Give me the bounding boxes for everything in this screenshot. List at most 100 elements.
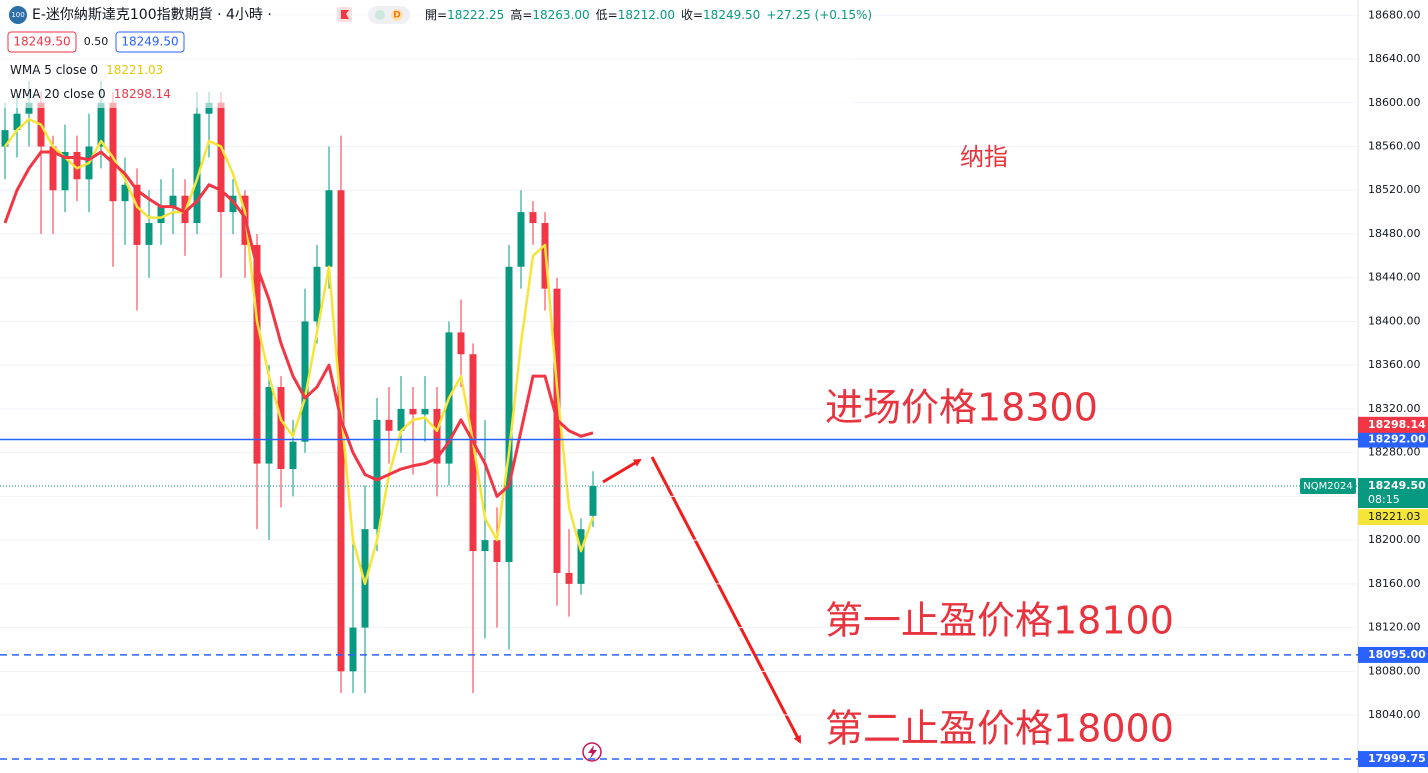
y-tick-label: 18120.00 (1368, 621, 1421, 634)
wma-badge-label: 18221.03 (1368, 510, 1421, 523)
symbol-icon (9, 6, 27, 24)
candle-body (409, 408, 417, 415)
y-tick-label: 18360.00 (1368, 358, 1421, 371)
lightning-icon-bolt (588, 745, 597, 759)
ohlc-value: 18263.00 (532, 8, 589, 22)
price-badge (1358, 431, 1428, 448)
wma-line (3, 117, 595, 586)
candle-body (13, 113, 21, 131)
pill (368, 6, 410, 24)
candle-body (157, 206, 165, 224)
y-tick-label: 18320.00 (1368, 402, 1421, 415)
candle-body (589, 485, 597, 516)
candle-body (145, 223, 153, 245)
symbol-badge (1300, 477, 1356, 494)
y-tick-label: 18440.00 (1368, 271, 1421, 284)
y-tick-label: 18480.00 (1368, 227, 1421, 240)
ohlc-value: 18212.00 (618, 8, 675, 22)
y-tick-label: 18040.00 (1368, 708, 1421, 721)
candle-body (265, 387, 273, 464)
candle-body (373, 419, 381, 530)
flag-icon-mark (341, 10, 349, 19)
price-badge-label: 18292.00 (1368, 433, 1426, 446)
candle-body (289, 441, 297, 470)
change: +27.25 (+0.15%) (766, 8, 872, 22)
candle-body (277, 387, 285, 470)
candle-body (313, 266, 321, 322)
candle-body (325, 190, 333, 267)
y-tick-label: 18680.00 (1368, 8, 1421, 21)
candle-body (217, 102, 225, 213)
legend-value: 18298.14 (114, 87, 171, 101)
annotation: 进场价格18300 (825, 386, 1098, 430)
pill-dot (375, 10, 385, 20)
candle-body (481, 540, 489, 552)
candle-body (433, 408, 441, 464)
symbol-icon-label: 100 (11, 11, 24, 19)
candle-body (457, 332, 465, 355)
arrow (602, 458, 642, 484)
y-tick-label: 18200.00 (1368, 533, 1421, 546)
candle-body (73, 151, 81, 180)
candle-body (121, 184, 129, 202)
y-tick-label: 18400.00 (1368, 314, 1421, 327)
chart-title: E-迷你納斯達克100指數期貨 · 4小時 · (32, 6, 272, 23)
header-bg (0, 0, 850, 108)
candle-body (193, 113, 201, 224)
arrow (650, 456, 802, 744)
buy-price: 18249.50 (121, 35, 178, 49)
price-badge (1358, 477, 1428, 508)
legend-value: 18221.03 (106, 63, 163, 77)
candle-body (49, 146, 57, 191)
price-badge-label: 17999.75 (1368, 752, 1426, 765)
candle-body (517, 212, 525, 267)
candle-body (301, 321, 309, 442)
candle-body (577, 529, 585, 584)
candle-body (61, 151, 69, 191)
wma-badge-label: 18298.14 (1368, 418, 1426, 431)
candle-body (421, 408, 429, 415)
ohlc-key: 開= (425, 8, 447, 22)
sell-box[interactable] (7, 31, 77, 53)
price-badge (1358, 646, 1428, 663)
candle-body (337, 190, 345, 672)
y-tick-label: 18640.00 (1368, 52, 1421, 65)
candle-body (133, 184, 141, 245)
candle-body (361, 529, 369, 628)
ohlc-value: 18249.50 (703, 8, 760, 22)
annotation: 第二止盈价格18000 (825, 707, 1174, 751)
annotation: 第一止盈价格18100 (825, 599, 1174, 643)
candle-body (469, 354, 477, 552)
countdown-label: 08:15 (1368, 493, 1400, 506)
y-tick-label: 18160.00 (1368, 577, 1421, 590)
spread: 0.50 (84, 35, 109, 48)
pill-label: D (393, 11, 400, 21)
price-badge (1358, 751, 1428, 768)
candle-body (169, 195, 177, 207)
ohlc-value: 18222.25 (447, 8, 504, 22)
candle-body (1, 130, 9, 147)
candle-body (397, 408, 405, 431)
ohlc-key: 收= (681, 8, 703, 22)
lightning-icon[interactable] (582, 742, 602, 762)
y-tick-label: 18520.00 (1368, 183, 1421, 196)
wma-badge (1358, 416, 1428, 433)
candle-body (505, 266, 513, 562)
y-tick-label: 18280.00 (1368, 446, 1421, 459)
sell-price: 18249.50 (13, 35, 70, 49)
ohlc-key: 高= (510, 7, 532, 22)
legend-entry: WMA 5 close 0 18221.03 (10, 63, 163, 77)
candle-body (109, 102, 117, 202)
candle-body (349, 627, 357, 672)
legend-name: WMA 5 close 0 (10, 63, 98, 77)
candle-body (25, 102, 33, 114)
candle-body (385, 419, 393, 431)
price-badge-label: 18095.00 (1368, 648, 1426, 661)
candle-body (229, 195, 237, 213)
candle-body (553, 288, 561, 573)
annotation: 纳指 (960, 143, 1008, 171)
candle-body (97, 102, 105, 147)
buy-box[interactable] (115, 31, 185, 53)
